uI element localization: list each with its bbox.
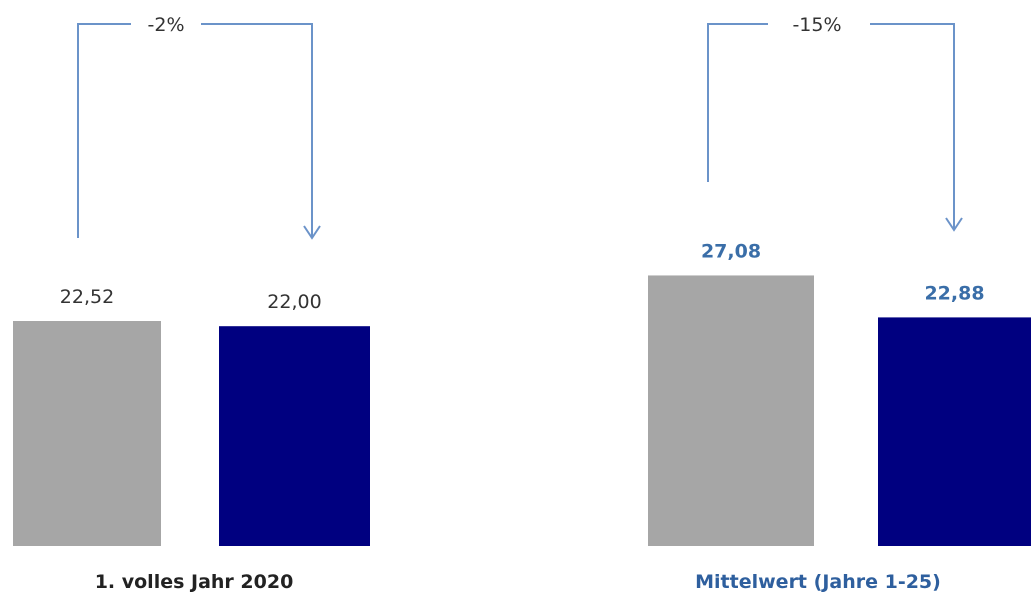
- value-label-left-navy: 22,00: [267, 291, 321, 313]
- bar-left-navy: [219, 326, 370, 546]
- value-label-right-navy: 22,88: [924, 282, 984, 304]
- change-label-right: -15%: [792, 14, 841, 36]
- panel-left: -2% 22,52 22,00 1. volles Jahr 2020: [13, 14, 370, 593]
- change-bracket-right: [707, 23, 955, 230]
- arrow-head-right: [945, 217, 963, 232]
- group-label-right: Mittelwert (Jahre 1-25): [695, 571, 941, 593]
- arrow-head-left: [303, 225, 321, 240]
- bar-right-gray: [648, 275, 814, 546]
- bar-left-gray: [13, 321, 161, 546]
- value-label-right-gray: 27,08: [701, 240, 761, 262]
- group-label-left: 1. volles Jahr 2020: [95, 571, 294, 593]
- bar-right-navy: [878, 317, 1031, 546]
- value-label-left-gray: 22,52: [60, 286, 114, 308]
- change-label-left: -2%: [148, 14, 185, 36]
- change-bracket-left: [77, 23, 313, 238]
- panel-right: -15% 27,08 22,88 Mittelwert (Jahre 1-25): [648, 14, 1031, 593]
